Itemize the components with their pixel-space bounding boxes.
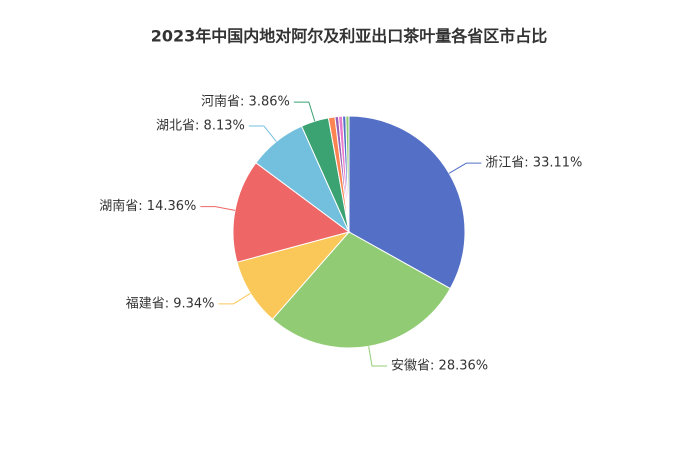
label-line — [248, 125, 277, 142]
data-label: 湖南省: 14.36% — [99, 198, 196, 214]
data-label: 河南省: 3.86% — [201, 94, 290, 110]
data-label: 安徽省: 28.36% — [391, 359, 488, 374]
label-line — [200, 206, 236, 211]
pie-slice — [345, 115, 350, 233]
label-line — [293, 101, 316, 122]
data-label: 湖北省: 8.13% — [156, 118, 245, 133]
label-line — [368, 346, 388, 367]
label-line — [448, 162, 482, 174]
data-label: 福建省: 9.34% — [126, 296, 215, 311]
pie-slice — [348, 115, 466, 290]
data-label: 浙江省: 33.11% — [485, 156, 582, 171]
pie-slice — [232, 162, 351, 263]
pie-slice — [271, 231, 451, 349]
label-line — [218, 292, 251, 305]
chart-title: 2023年中国内地对阿尔及利亚出口茶叶量各省区市占比 — [151, 27, 548, 46]
